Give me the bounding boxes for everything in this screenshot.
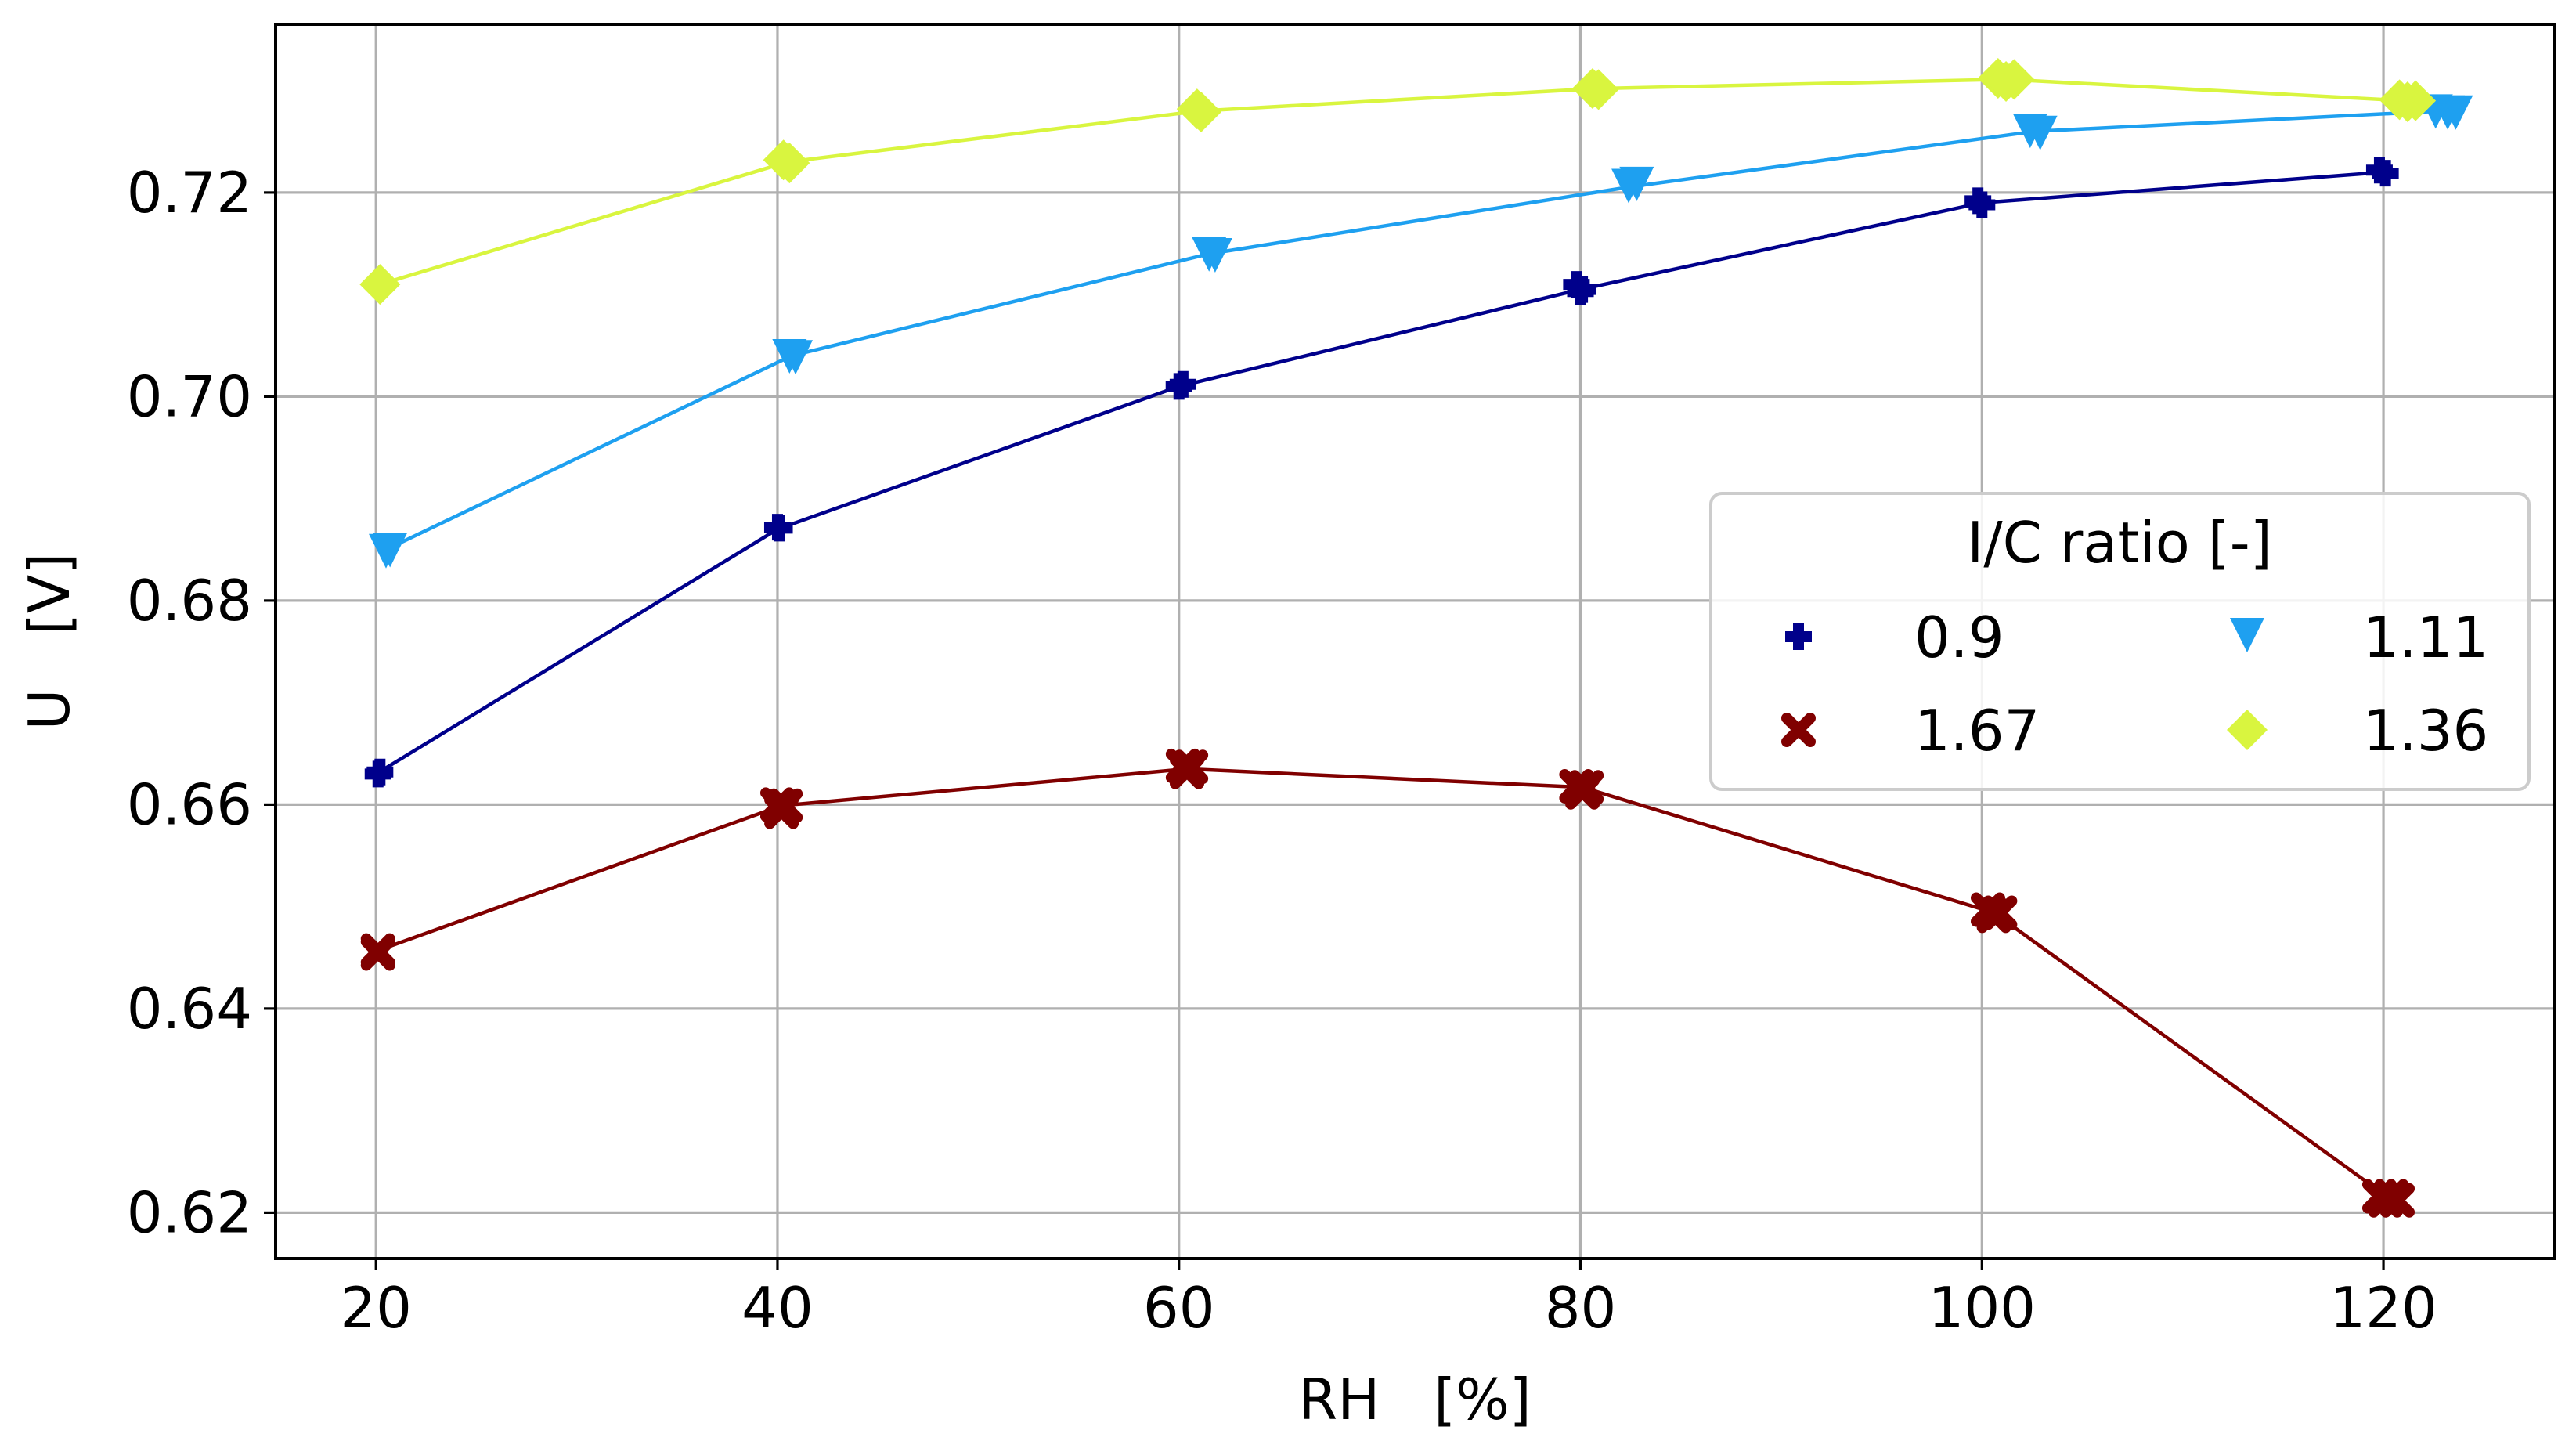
data-point bbox=[2438, 95, 2473, 130]
legend-entry: 1.67 bbox=[1781, 698, 2040, 764]
y-tick-label: 0.68 bbox=[127, 568, 252, 634]
plot-frame bbox=[274, 23, 2556, 1260]
tick-layer: 20 40 60 80 100 120 0.62 0.64 0.66 0.68 0.70 0.72 bbox=[127, 160, 2437, 1341]
legend-entry: 0.9 bbox=[1785, 605, 2004, 670]
data-point bbox=[2372, 160, 2399, 187]
data-point bbox=[1578, 69, 1619, 110]
series-layer bbox=[359, 58, 2473, 1218]
legend-frame bbox=[1709, 492, 2531, 791]
data-point bbox=[1174, 749, 1209, 785]
x-tick-label: 20 bbox=[340, 1275, 412, 1341]
data-point bbox=[2380, 1183, 2415, 1218]
data-point bbox=[768, 788, 803, 823]
legend-marker bbox=[1781, 713, 1816, 747]
data-point bbox=[1180, 92, 1221, 133]
legend-label: 1.67 bbox=[1914, 698, 2040, 764]
data-point bbox=[778, 340, 814, 375]
series-line bbox=[385, 109, 2442, 551]
y-axis-label: U [V] bbox=[16, 553, 82, 731]
series-line bbox=[377, 767, 2391, 1201]
data-point bbox=[1169, 370, 1196, 398]
data-point bbox=[2395, 80, 2437, 121]
data-point bbox=[1993, 59, 2035, 100]
x-tick-label: 80 bbox=[1545, 1275, 1617, 1341]
legend-label: 0.9 bbox=[1914, 605, 2004, 670]
x-tick-label: 120 bbox=[2329, 1275, 2437, 1341]
legend-marker bbox=[2230, 618, 2264, 652]
data-point bbox=[1968, 191, 1996, 218]
data-point bbox=[1619, 166, 1654, 201]
x-tick-label: 60 bbox=[1143, 1275, 1215, 1341]
y-tick-label: 0.70 bbox=[127, 363, 252, 429]
data-point bbox=[1569, 770, 1604, 805]
data-point bbox=[1197, 238, 1232, 273]
data-point bbox=[2022, 115, 2058, 150]
series-1.36 bbox=[359, 58, 2437, 305]
legend-entry: 1.11 bbox=[2230, 605, 2488, 670]
data-point bbox=[1569, 276, 1596, 303]
legend-label: 1.36 bbox=[2363, 698, 2488, 764]
y-tick-label: 0.64 bbox=[127, 976, 252, 1042]
x-tick-label: 100 bbox=[1928, 1275, 2036, 1341]
legend-marker bbox=[1785, 623, 1812, 650]
legend-title: I/C ratio [-] bbox=[1967, 510, 2272, 576]
data-point bbox=[359, 264, 401, 305]
legend-label: 1.11 bbox=[2363, 605, 2488, 670]
data-point bbox=[769, 143, 810, 184]
data-point bbox=[1983, 895, 2018, 930]
data-point bbox=[360, 936, 395, 971]
series-0.9 bbox=[364, 157, 2399, 788]
x-axis-label: RH [%] bbox=[1298, 1367, 1531, 1432]
grid bbox=[276, 24, 2554, 1259]
series-1.11 bbox=[369, 94, 2473, 569]
legend-marker bbox=[2227, 710, 2268, 750]
y-tick-label: 0.72 bbox=[127, 160, 252, 226]
data-point bbox=[373, 533, 408, 568]
legend-entry: 1.36 bbox=[2227, 698, 2488, 764]
series-line bbox=[379, 78, 2408, 287]
legend: I/C ratio [-] 0.9 1.67 1.11 1.36 bbox=[1709, 492, 2531, 791]
y-tick-label: 0.62 bbox=[127, 1179, 252, 1245]
data-point bbox=[366, 758, 394, 786]
x-tick-label: 40 bbox=[741, 1275, 814, 1341]
y-tick-label: 0.66 bbox=[127, 771, 252, 837]
data-point bbox=[766, 515, 793, 542]
series-line bbox=[375, 170, 2384, 776]
series-1.67 bbox=[360, 748, 2415, 1218]
legend-entries: 0.9 1.67 1.11 1.36 bbox=[1781, 605, 2488, 764]
